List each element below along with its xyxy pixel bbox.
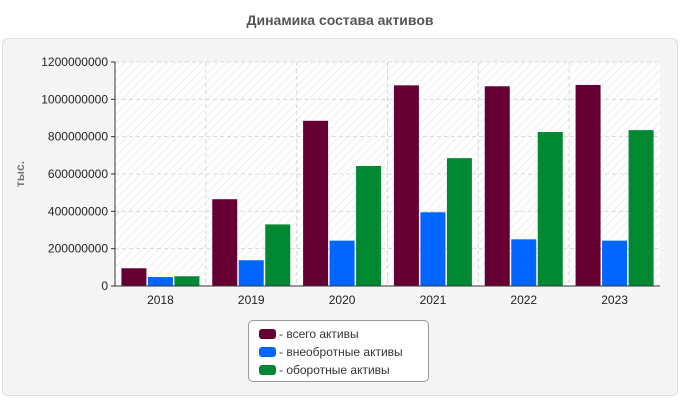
y-tick-label: 200000000 bbox=[48, 242, 108, 256]
bars bbox=[121, 84, 654, 287]
grid bbox=[111, 61, 660, 287]
bar bbox=[265, 224, 291, 286]
bar bbox=[393, 85, 419, 286]
bar bbox=[446, 158, 472, 286]
y-tick-labels: 0 200000000 400000000 600000000 800000000 100… bbox=[41, 55, 108, 293]
y-tick-label: 1200000000 bbox=[41, 55, 108, 69]
bar bbox=[420, 212, 446, 286]
legend-swatch bbox=[259, 365, 276, 375]
x-tick-label: 2020 bbox=[329, 293, 356, 307]
legend-swatch bbox=[259, 347, 276, 357]
bar bbox=[511, 239, 537, 286]
legend-label: - оборотные активы bbox=[279, 363, 390, 377]
bar bbox=[329, 240, 355, 286]
legend-label: - внеобротные активы bbox=[279, 345, 403, 359]
bar bbox=[212, 199, 238, 286]
bar bbox=[602, 240, 628, 286]
legend-label: - всего активы bbox=[279, 327, 359, 341]
y-tick-label: 1000000000 bbox=[41, 92, 108, 106]
bar bbox=[356, 165, 382, 286]
bar bbox=[484, 86, 510, 287]
legend: - всего активы - внеобротные активы - об… bbox=[248, 320, 429, 382]
y-tick-label: 0 bbox=[101, 279, 108, 293]
y-axis-label: тыс. bbox=[13, 161, 27, 187]
x-tick-label: 2018 bbox=[147, 293, 174, 307]
bar bbox=[174, 276, 200, 286]
x-tick-label: 2019 bbox=[238, 293, 265, 307]
bar bbox=[628, 130, 654, 286]
legend-item: - оборотные активы bbox=[259, 361, 428, 379]
x-tick-label: 2023 bbox=[601, 293, 628, 307]
bar bbox=[575, 84, 601, 287]
y-tick-label: 600000000 bbox=[48, 167, 108, 181]
x-tick-label: 2022 bbox=[510, 293, 537, 307]
legend-swatch bbox=[259, 329, 276, 339]
bar bbox=[121, 268, 147, 286]
legend-item: - внеобротные активы bbox=[259, 343, 428, 361]
legend-item: - всего активы bbox=[259, 325, 428, 343]
y-tick-label: 400000000 bbox=[48, 204, 108, 218]
bar bbox=[147, 277, 173, 286]
bar bbox=[537, 132, 563, 286]
x-tick-labels: 2018 2019 2020 2021 2022 2023 bbox=[147, 293, 628, 307]
bar bbox=[303, 120, 329, 286]
x-tick-label: 2021 bbox=[420, 293, 447, 307]
y-tick-label: 800000000 bbox=[48, 130, 108, 144]
bar bbox=[238, 260, 264, 286]
chart-title: Динамика состава активов bbox=[246, 12, 434, 28]
